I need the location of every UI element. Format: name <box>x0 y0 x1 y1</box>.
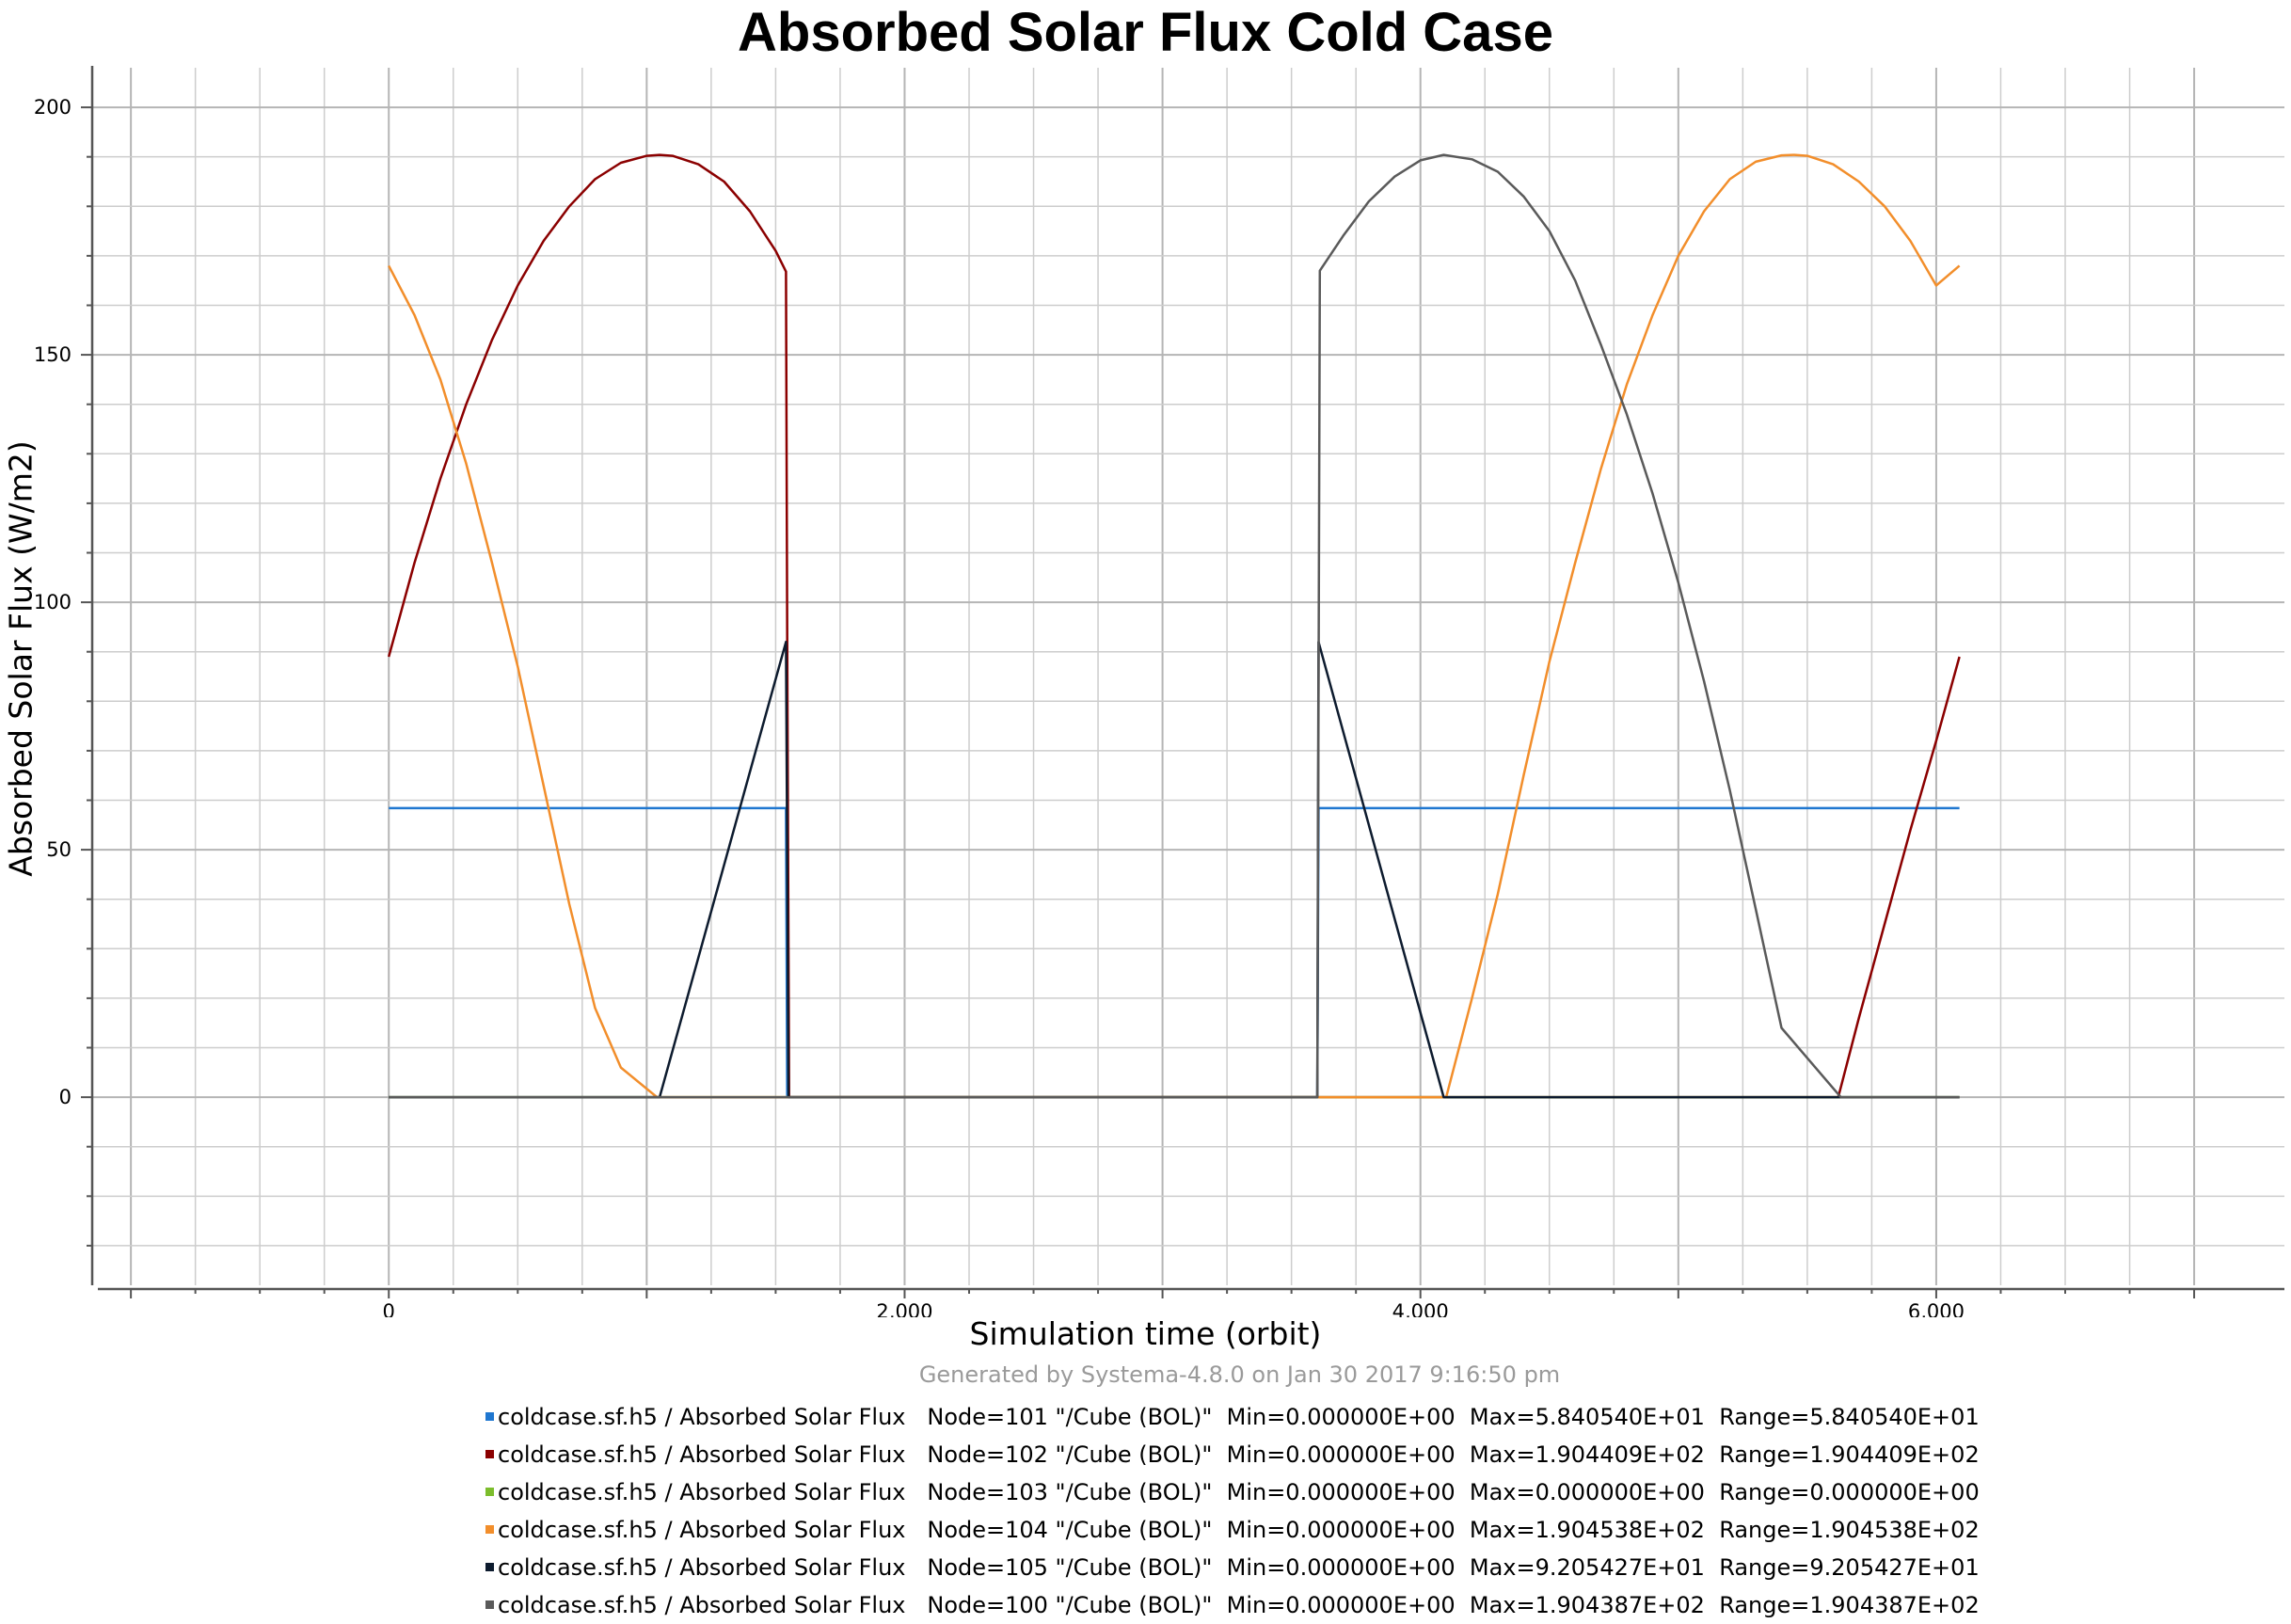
legend-swatch <box>485 1562 494 1571</box>
tick-labels: 0 50 100 150 200 0 2,000 4,000 6,000 <box>34 96 1965 1317</box>
x-axis-label: Simulation time (orbit) <box>969 1315 1322 1352</box>
legend-swatch <box>485 1449 494 1458</box>
legend-label: coldcase.sf.h5 / Absorbed Solar Flux Nod… <box>498 1404 1980 1430</box>
legend-item: coldcase.sf.h5 / Absorbed Solar Flux Nod… <box>485 1511 1980 1549</box>
series-line-1 <box>389 806 1960 1099</box>
axes <box>81 66 2284 1298</box>
y-tick-label: 0 <box>59 1086 72 1108</box>
legend: coldcase.sf.h5 / Absorbed Solar Flux Nod… <box>485 1398 1980 1624</box>
series-line-6 <box>389 153 1960 1099</box>
legend-label: coldcase.sf.h5 / Absorbed Solar Flux Nod… <box>498 1517 1980 1543</box>
x-tick-label: 4,000 <box>1392 1300 1449 1317</box>
legend-item: coldcase.sf.h5 / Absorbed Solar Flux Nod… <box>485 1473 1980 1511</box>
chart-title: Absorbed Solar Flux Cold Case <box>738 2 1553 63</box>
legend-swatch <box>485 1524 494 1534</box>
x-tick-label: 6,000 <box>1908 1300 1965 1317</box>
legend-swatch <box>485 1600 494 1609</box>
y-tick-label: 100 <box>34 591 72 613</box>
grid-lines <box>92 68 2284 1285</box>
x-tick-label: 2,000 <box>876 1300 932 1317</box>
series-lines <box>387 153 1961 1099</box>
series-line-2 <box>387 153 1961 1099</box>
series-line-4 <box>388 153 1961 1099</box>
x-tick-label: 0 <box>383 1300 395 1317</box>
y-tick-label: 50 <box>46 838 72 861</box>
legend-swatch <box>485 1487 494 1496</box>
legend-item: coldcase.sf.h5 / Absorbed Solar Flux Nod… <box>485 1586 1980 1624</box>
legend-swatch <box>485 1411 494 1421</box>
y-axis-label: Absorbed Solar Flux (W/m2) <box>2 440 40 877</box>
generated-by-note: Generated by Systema-4.8.0 on Jan 30 201… <box>918 1361 1561 1388</box>
y-tick-label: 150 <box>34 343 72 366</box>
legend-label: coldcase.sf.h5 / Absorbed Solar Flux Nod… <box>498 1441 1980 1468</box>
series-line-5 <box>389 640 1960 1099</box>
legend-label: coldcase.sf.h5 / Absorbed Solar Flux Nod… <box>498 1592 1980 1618</box>
plot-area: 0 50 100 150 200 0 2,000 4,000 6,000 <box>34 66 2284 1317</box>
legend-item: coldcase.sf.h5 / Absorbed Solar Flux Nod… <box>485 1436 1980 1473</box>
legend-item: coldcase.sf.h5 / Absorbed Solar Flux Nod… <box>485 1549 1980 1586</box>
legend-label: coldcase.sf.h5 / Absorbed Solar Flux Nod… <box>498 1479 1980 1505</box>
legend-item: coldcase.sf.h5 / Absorbed Solar Flux Nod… <box>485 1398 1980 1436</box>
y-tick-label: 200 <box>34 96 72 119</box>
legend-label: coldcase.sf.h5 / Absorbed Solar Flux Nod… <box>498 1554 1980 1581</box>
